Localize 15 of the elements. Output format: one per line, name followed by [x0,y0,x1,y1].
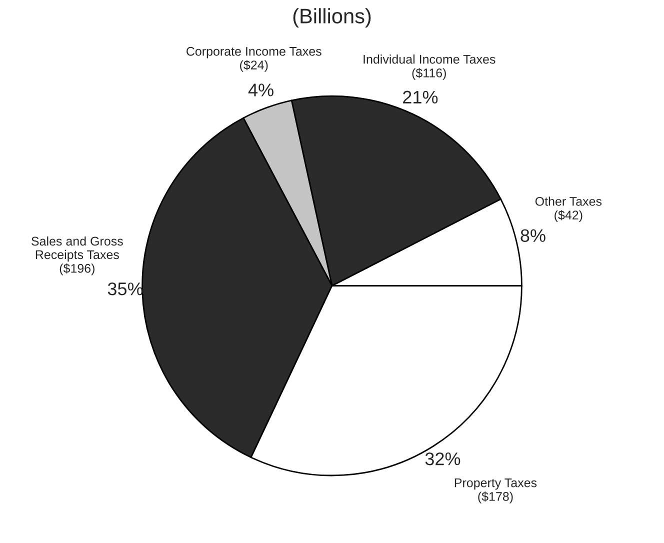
slice-label: Other Taxes [535,196,602,206]
text: 4% [248,84,274,96]
chart-title: (Billions) [293,8,371,28]
data-label: ($116) [412,68,446,80]
slice-label: Property Taxes [454,478,537,490]
slice-label: Corporate Income Taxes [186,46,322,58]
data-label: ($178) [478,492,513,504]
text: 8% [520,229,546,242]
slice-label: Individual Income Taxes [364,54,496,64]
data-label: ($196) [60,263,94,276]
text: 32% [425,452,460,466]
text: 21% [403,90,438,104]
data-label: ($24) [240,60,268,72]
data-label: ($42) [554,210,582,222]
slice-label: Sales and Gross Receipts Taxes [32,236,123,262]
